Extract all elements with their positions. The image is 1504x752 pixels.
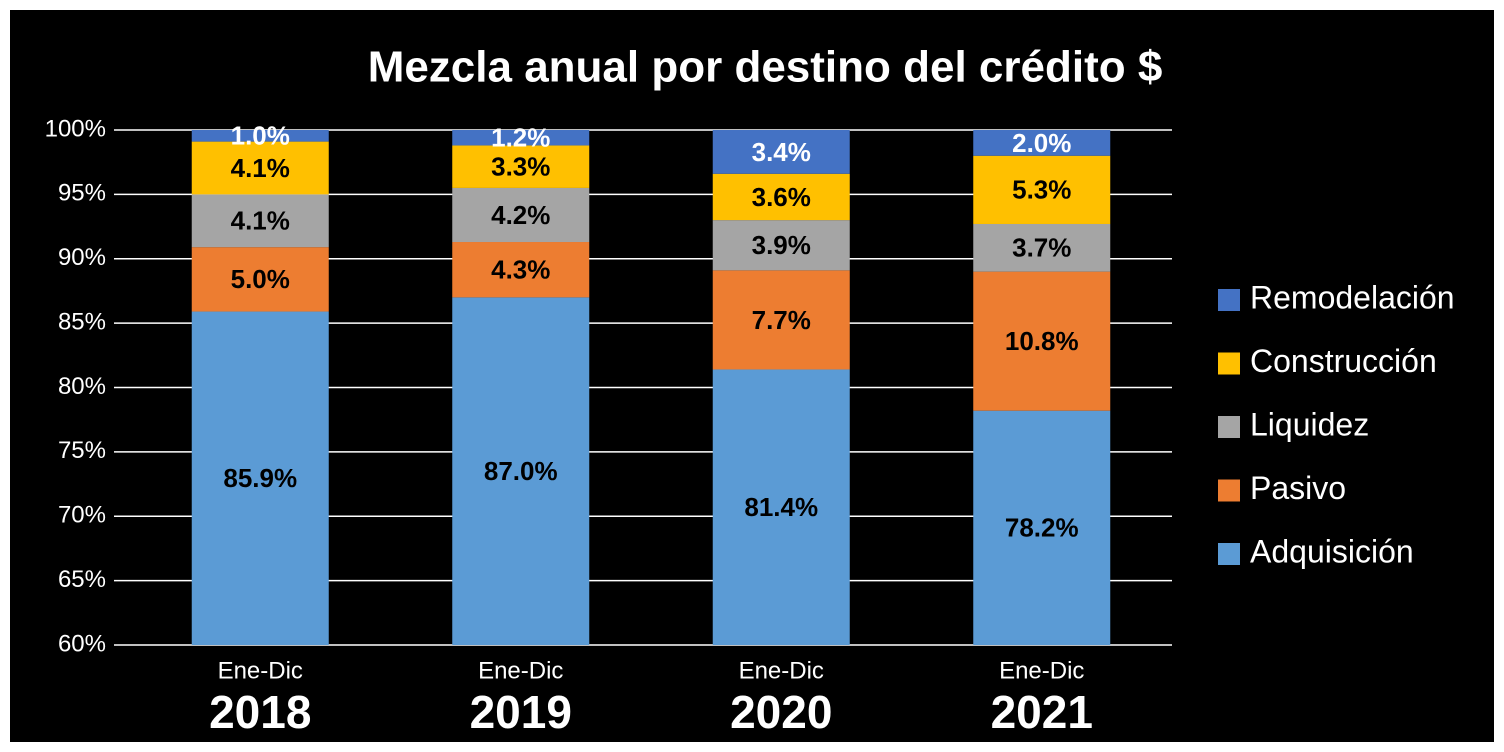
- bar-segment: [452, 242, 590, 298]
- data-label: 5.0%: [231, 264, 290, 294]
- bar-segment: [191, 141, 329, 195]
- y-tick-label: 90%: [58, 244, 106, 271]
- data-label: 4.1%: [231, 153, 290, 183]
- y-tick-label: 80%: [58, 373, 106, 400]
- legend-swatch: [1218, 289, 1240, 311]
- bar-segment: [973, 155, 1111, 224]
- bar-segment: [191, 130, 329, 142]
- bar-segment: [191, 194, 329, 248]
- bar-segment: [712, 270, 850, 370]
- data-label: 3.4%: [752, 137, 811, 167]
- data-label: 3.7%: [1012, 233, 1071, 263]
- chart-title: Mezcla anual por destino del crédito $: [368, 43, 1163, 92]
- legend-label: Liquidez: [1250, 406, 1369, 442]
- y-tick-label: 100%: [45, 115, 106, 142]
- x-tick-label: Ene-Dic: [999, 657, 1084, 684]
- data-label: 4.3%: [491, 255, 550, 285]
- data-label: 5.3%: [1012, 175, 1071, 205]
- bar-segment: [452, 187, 590, 243]
- data-label: 2.0%: [1012, 128, 1071, 158]
- data-label: 81.4%: [744, 492, 818, 522]
- bar-segment: [712, 369, 850, 645]
- bar-segment: [452, 130, 590, 146]
- data-label: 10.8%: [1005, 326, 1079, 356]
- bar-segment: [452, 297, 590, 645]
- legend-swatch: [1218, 352, 1240, 375]
- legend-swatch: [1218, 479, 1240, 502]
- legend-swatch: [1218, 543, 1240, 565]
- bar-segment: [712, 220, 850, 271]
- bar-segment: [973, 271, 1111, 411]
- data-label: 4.2%: [491, 200, 550, 230]
- legend-label: Construcción: [1250, 343, 1437, 379]
- legend-label: Adquisición: [1250, 533, 1414, 569]
- x-tick-label: 2019: [470, 686, 572, 738]
- data-label: 7.7%: [752, 305, 811, 335]
- bar-segment: [712, 130, 850, 174]
- x-tick-label: Ene-Dic: [218, 657, 303, 684]
- data-label: 1.2%: [491, 123, 550, 153]
- y-tick-label: 65%: [58, 566, 106, 593]
- bar-segment: [973, 410, 1111, 645]
- y-tick-label: 85%: [58, 308, 106, 335]
- data-label: 85.9%: [223, 463, 297, 493]
- data-label: 1.0%: [231, 121, 290, 151]
- bar-segment: [452, 145, 590, 188]
- data-label: 87.0%: [484, 456, 558, 486]
- bar-segment: [191, 311, 329, 645]
- data-label: 3.3%: [491, 152, 550, 182]
- bar-segment: [191, 247, 329, 312]
- y-tick-label: 95%: [58, 180, 106, 207]
- legend-swatch: [1218, 416, 1240, 438]
- data-label: 3.6%: [752, 182, 811, 212]
- y-tick-label: 60%: [58, 630, 106, 657]
- legend-label: Remodelación: [1250, 279, 1455, 315]
- x-tick-label: 2021: [991, 686, 1093, 738]
- bar-segment: [973, 223, 1111, 272]
- y-tick-label: 70%: [58, 502, 106, 529]
- data-label: 78.2%: [1005, 513, 1079, 543]
- legend-label: Pasivo: [1250, 470, 1346, 506]
- bar-segment: [712, 173, 850, 221]
- data-label: 4.1%: [231, 206, 290, 236]
- x-tick-label: 2018: [209, 686, 311, 738]
- x-tick-label: 2020: [730, 686, 832, 738]
- bar-segment: [973, 130, 1111, 156]
- x-tick-label: Ene-Dic: [478, 657, 563, 684]
- data-label: 3.9%: [752, 230, 811, 260]
- y-tick-label: 75%: [58, 437, 106, 464]
- x-tick-label: Ene-Dic: [739, 657, 824, 684]
